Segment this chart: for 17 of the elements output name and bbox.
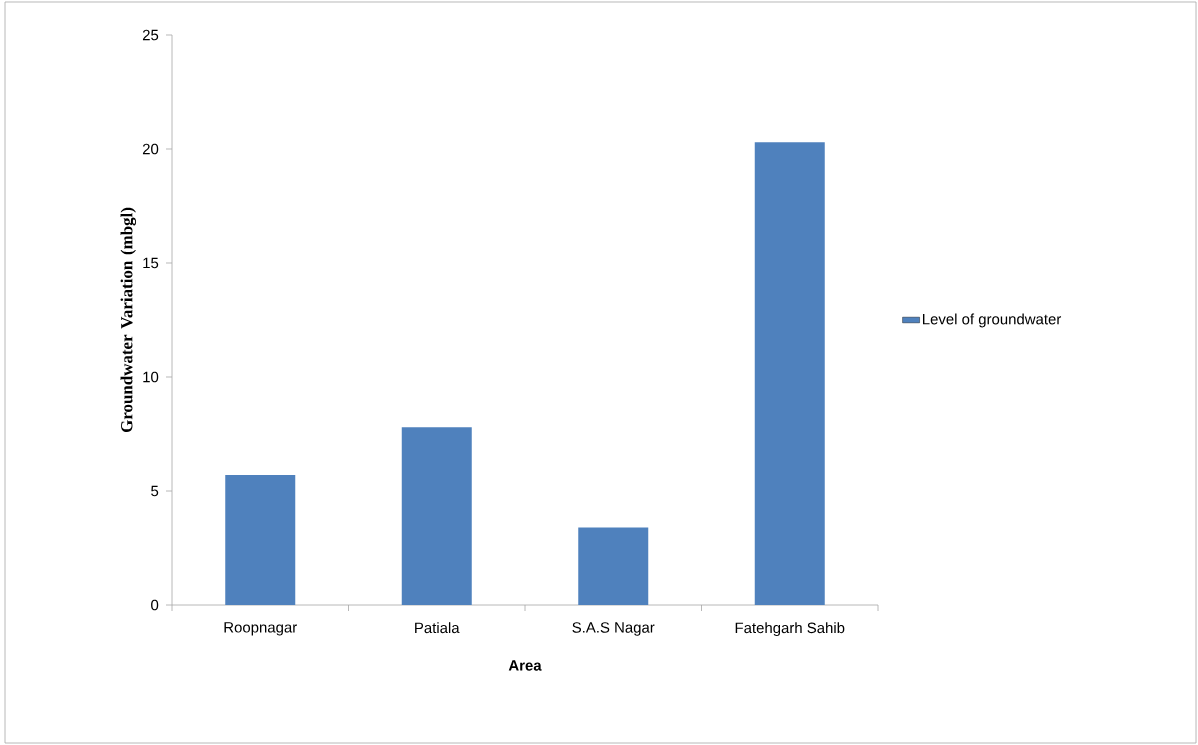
y-tick-label: 20 [142, 143, 159, 155]
y-tick-label: 5 [151, 485, 159, 497]
y-tick-label: 25 [142, 29, 159, 41]
x-tick-label: Fatehgarh Sahib [735, 622, 845, 637]
x-axis-title: Area [508, 660, 542, 671]
x-tick-label: Roopnagar [224, 622, 297, 636]
y-tick-label: 10 [143, 371, 159, 383]
y-tick-label: 15 [143, 257, 159, 269]
x-tick-label: S.A.S Nagar [572, 622, 655, 636]
y-tick-label: 0 [151, 599, 159, 611]
y-axis-title: Groundwater Variation (mbgl) [120, 207, 137, 433]
bar [754, 142, 825, 605]
bar [225, 475, 296, 605]
bar [401, 427, 472, 605]
legend-label: Level of groundwater [922, 313, 1062, 328]
bar [578, 527, 649, 605]
x-tick-label: Patiala [415, 622, 460, 634]
